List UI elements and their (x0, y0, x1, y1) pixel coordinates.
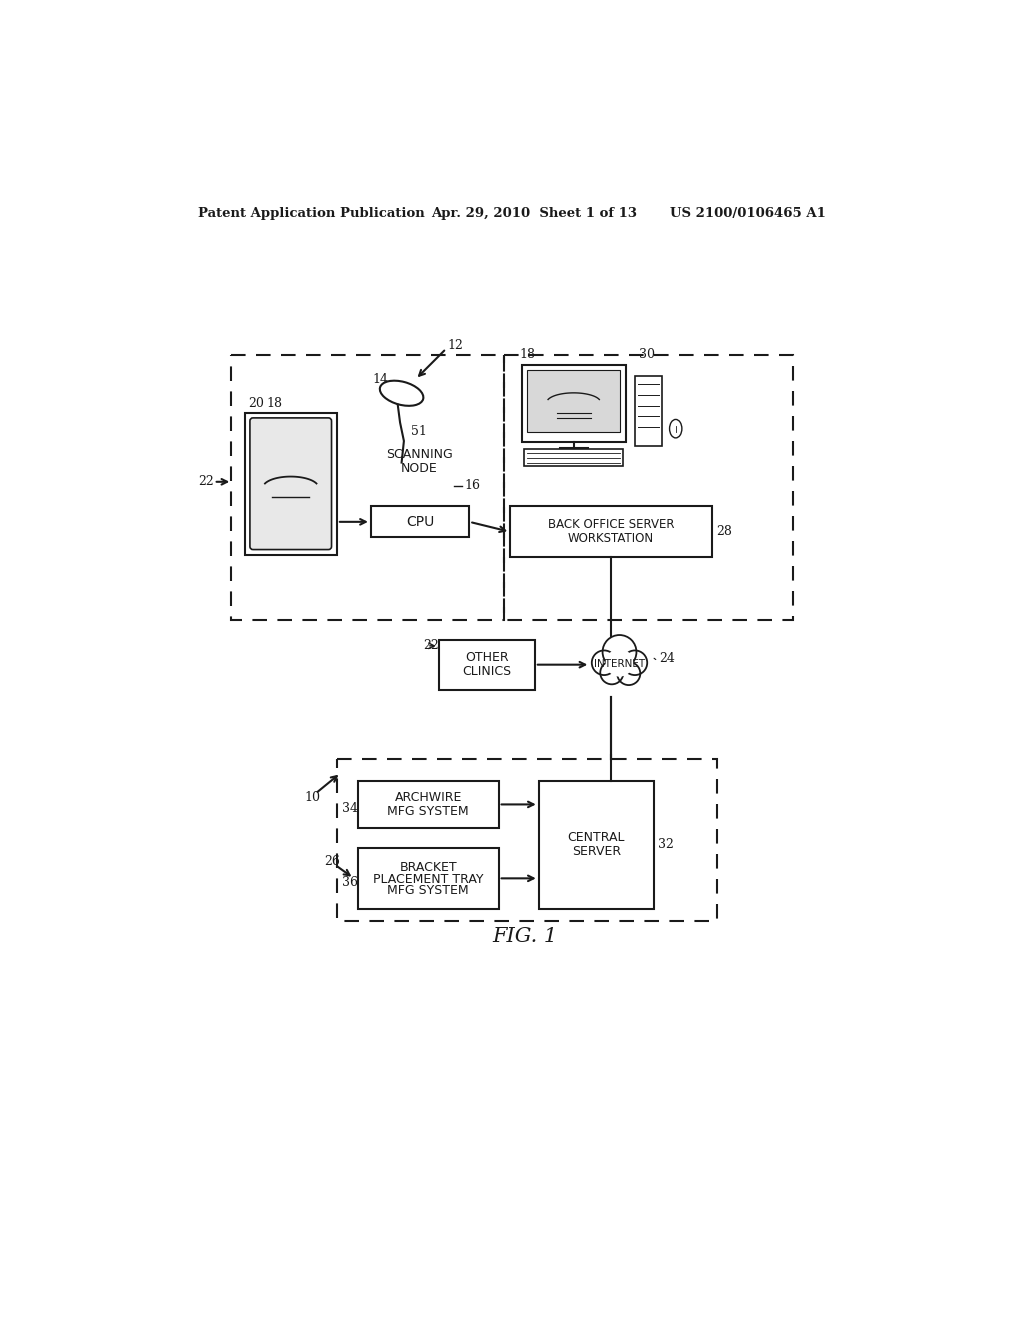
Text: CPU: CPU (406, 515, 434, 529)
Circle shape (623, 651, 647, 675)
Circle shape (592, 651, 616, 675)
Text: 10: 10 (304, 791, 321, 804)
Text: 20: 20 (249, 397, 264, 409)
Polygon shape (521, 364, 626, 442)
Polygon shape (635, 376, 662, 446)
Text: 32: 32 (658, 838, 674, 851)
Text: 22: 22 (423, 639, 439, 652)
Text: Patent Application Publication: Patent Application Publication (199, 207, 425, 220)
Text: 36: 36 (342, 875, 358, 888)
Polygon shape (357, 847, 499, 909)
Text: Apr. 29, 2010  Sheet 1 of 13: Apr. 29, 2010 Sheet 1 of 13 (431, 207, 637, 220)
Text: SERVER: SERVER (571, 845, 621, 858)
Text: 51: 51 (411, 425, 427, 438)
Polygon shape (524, 449, 624, 466)
Circle shape (600, 661, 624, 684)
Text: MFG SYSTEM: MFG SYSTEM (387, 805, 469, 818)
Polygon shape (539, 780, 654, 909)
Ellipse shape (380, 380, 423, 405)
Text: MFG SYSTEM: MFG SYSTEM (387, 884, 469, 898)
Text: 12: 12 (447, 339, 464, 352)
Text: BRACKET: BRACKET (399, 861, 457, 874)
Text: WORKSTATION: WORKSTATION (568, 532, 654, 545)
Text: FIG. 1: FIG. 1 (493, 927, 557, 945)
Text: 28: 28 (717, 525, 732, 539)
Text: INTERNET: INTERNET (594, 659, 645, 669)
Polygon shape (357, 780, 499, 829)
Text: 30: 30 (639, 348, 654, 362)
Ellipse shape (670, 420, 682, 438)
Circle shape (602, 635, 637, 669)
Text: 16: 16 (464, 479, 480, 492)
Text: OTHER: OTHER (465, 651, 509, 664)
Polygon shape (510, 507, 712, 557)
Text: NODE: NODE (401, 462, 437, 475)
FancyBboxPatch shape (250, 418, 332, 549)
Text: CENTRAL: CENTRAL (567, 832, 626, 845)
Polygon shape (245, 412, 337, 554)
Circle shape (605, 649, 634, 677)
Text: ARCHWIRE: ARCHWIRE (394, 791, 462, 804)
Text: 34: 34 (342, 801, 358, 814)
Text: 22: 22 (199, 475, 214, 488)
Text: CLINICS: CLINICS (462, 665, 511, 678)
Polygon shape (438, 640, 535, 689)
Text: 24: 24 (659, 652, 676, 665)
Text: US 2100/0106465 A1: US 2100/0106465 A1 (670, 207, 825, 220)
Polygon shape (527, 370, 621, 432)
Text: BACK OFFICE SERVER: BACK OFFICE SERVER (548, 519, 674, 532)
Text: 26: 26 (324, 855, 340, 869)
Text: PLACEMENT TRAY: PLACEMENT TRAY (373, 873, 483, 886)
Polygon shape (371, 507, 469, 537)
Text: 14: 14 (373, 372, 388, 385)
Text: 18: 18 (519, 348, 536, 362)
Text: SCANNING: SCANNING (386, 449, 453, 462)
Circle shape (617, 663, 640, 685)
Text: 18: 18 (266, 397, 282, 409)
